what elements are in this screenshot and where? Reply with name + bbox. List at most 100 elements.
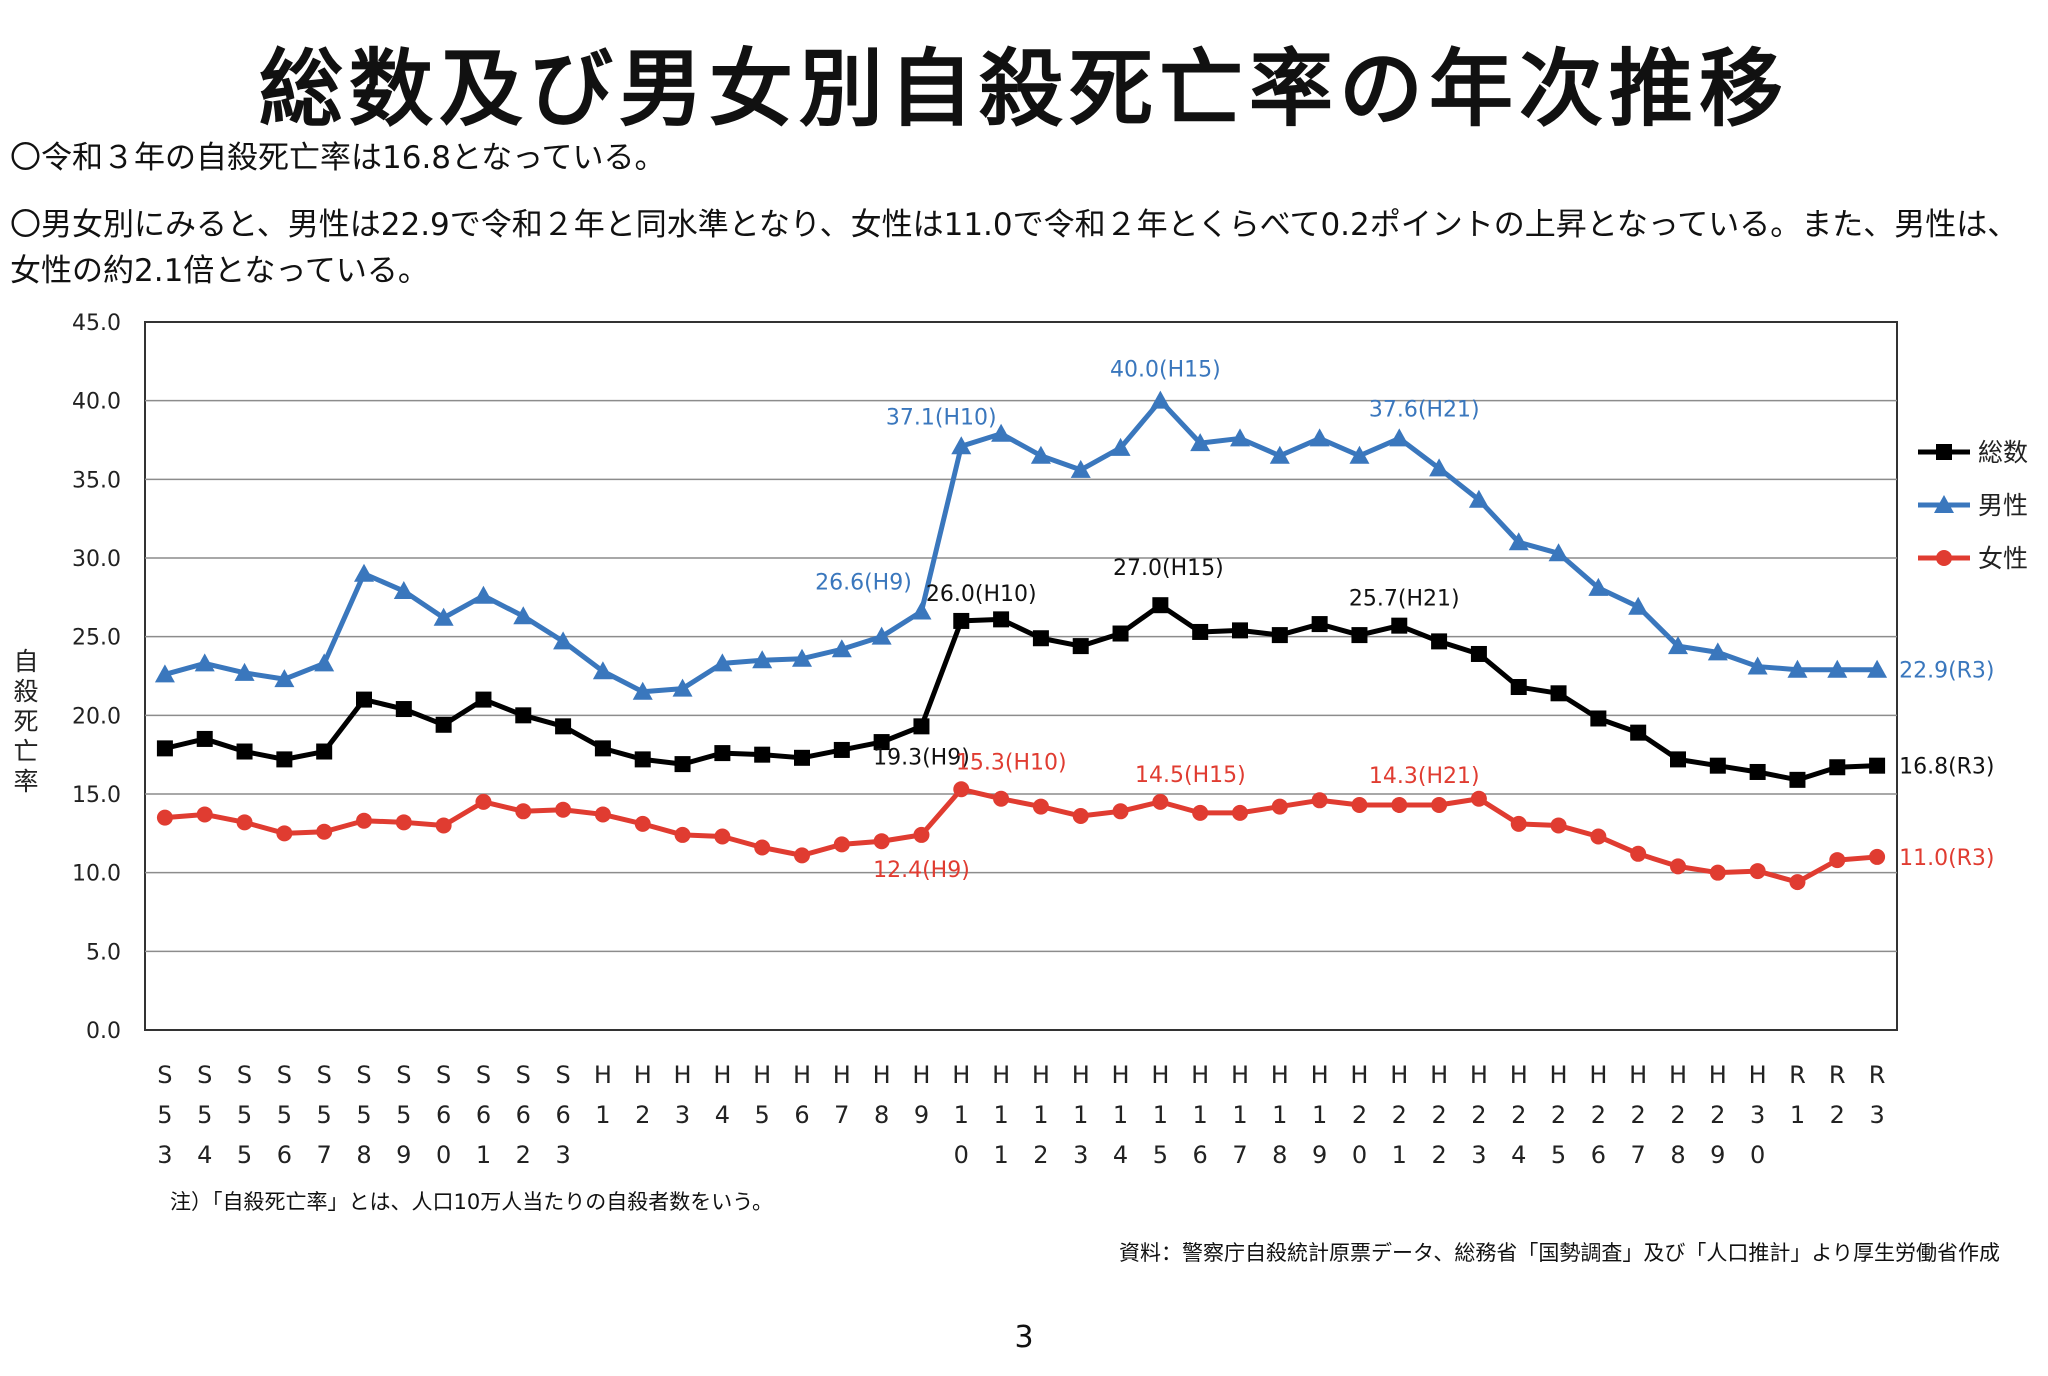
data-point bbox=[1152, 793, 1169, 810]
x-tick-label: H bbox=[793, 1061, 811, 1089]
x-tick-label: 8 bbox=[874, 1101, 889, 1129]
x-tick-label: 3 bbox=[675, 1101, 690, 1129]
x-tick-label: 1 bbox=[1790, 1101, 1805, 1129]
data-point bbox=[674, 826, 691, 843]
data-point bbox=[1829, 759, 1846, 776]
x-tick-label: 9 bbox=[396, 1141, 411, 1169]
data-point bbox=[276, 751, 293, 768]
data-point bbox=[831, 639, 852, 658]
data-point bbox=[1190, 433, 1211, 452]
x-tick-label: 4 bbox=[1113, 1141, 1128, 1169]
data-point bbox=[594, 806, 611, 823]
x-tick-label: H bbox=[1430, 1061, 1448, 1089]
data-point bbox=[395, 814, 412, 831]
x-tick-label: H bbox=[1271, 1061, 1289, 1089]
x-tick-label: 2 bbox=[1471, 1101, 1486, 1129]
y-axis-label-char: 亡 bbox=[13, 737, 38, 766]
x-tick-label: 2 bbox=[1670, 1101, 1685, 1129]
data-point bbox=[1470, 645, 1487, 662]
data-point bbox=[393, 581, 414, 600]
data-label: 12.4(H9) bbox=[873, 858, 970, 883]
x-tick-label: H bbox=[1350, 1061, 1368, 1089]
suicide-rate-line-chart: 0.0 5.0 10.0 15.0 20.0 25.0 30.0 35.0 40.0 45.0 自殺… bbox=[13, 311, 2028, 1169]
data-point bbox=[754, 839, 771, 856]
plot-area bbox=[144, 321, 1898, 1031]
x-tick-label: 2 bbox=[1392, 1101, 1407, 1129]
x-tick-label: 1 bbox=[1113, 1101, 1128, 1129]
x-tick-label: H bbox=[753, 1061, 771, 1089]
data-point bbox=[473, 585, 494, 604]
x-tick-label: H bbox=[713, 1061, 731, 1089]
x-tick-label: 3 bbox=[555, 1141, 570, 1169]
data-point bbox=[873, 734, 890, 751]
x-tick-label: 1 bbox=[1073, 1101, 1088, 1129]
data-point bbox=[1429, 458, 1450, 477]
x-tick-label: 3 bbox=[1073, 1141, 1088, 1169]
data-point bbox=[354, 563, 374, 582]
data-point bbox=[953, 612, 970, 629]
x-tick-label: 3 bbox=[1471, 1141, 1486, 1169]
data-point bbox=[435, 716, 452, 733]
x-tick-label: 6 bbox=[555, 1101, 570, 1129]
data-label: 27.0(H15) bbox=[1113, 556, 1224, 581]
data-point bbox=[1470, 790, 1487, 807]
data-point bbox=[1391, 617, 1408, 634]
data-point bbox=[1628, 596, 1649, 615]
data-point bbox=[156, 809, 173, 826]
data-point bbox=[1112, 803, 1129, 820]
data-point bbox=[1110, 437, 1131, 456]
data-point bbox=[1670, 858, 1686, 875]
x-tick-label: 7 bbox=[317, 1141, 332, 1169]
x-tick-label: H bbox=[1709, 1061, 1727, 1089]
data-point bbox=[475, 793, 492, 810]
chart-source: 資料：警察庁自殺統計原票データ、総務省「国勢調査」及び「人口推計」より厚生労働省… bbox=[1119, 1241, 2000, 1265]
data-point bbox=[913, 718, 930, 735]
x-tick-label: H bbox=[1470, 1061, 1488, 1089]
y-axis-label-char: 率 bbox=[13, 767, 38, 796]
x-tick-label: 2 bbox=[1033, 1141, 1048, 1169]
data-point bbox=[1590, 710, 1607, 727]
data-point bbox=[634, 751, 651, 768]
x-tick-label: H bbox=[952, 1061, 970, 1089]
data-point bbox=[513, 606, 534, 625]
x-tick-label: S bbox=[436, 1061, 451, 1089]
x-tick-label: 9 bbox=[914, 1101, 929, 1129]
x-tick-label: 2 bbox=[516, 1141, 531, 1169]
x-tick-label: H bbox=[634, 1061, 652, 1089]
x-tick-label: 8 bbox=[1272, 1141, 1287, 1169]
data-point bbox=[1747, 656, 1768, 675]
data-point bbox=[1311, 616, 1328, 633]
x-tick-label: S bbox=[317, 1061, 332, 1089]
legend-marker bbox=[1934, 495, 1954, 513]
data-point bbox=[196, 806, 213, 823]
data-point bbox=[911, 601, 932, 620]
data-point bbox=[1829, 852, 1846, 869]
data-label: 25.7(H21) bbox=[1349, 587, 1460, 612]
x-tick-label: 1 bbox=[1272, 1101, 1287, 1129]
x-tick-label: H bbox=[1390, 1061, 1408, 1089]
data-point bbox=[1032, 630, 1049, 647]
x-tick-label: S bbox=[555, 1061, 570, 1089]
x-tick-label: 3 bbox=[157, 1141, 172, 1169]
x-tick-label: 1 bbox=[1033, 1101, 1048, 1129]
data-point bbox=[1192, 623, 1209, 640]
data-point bbox=[1630, 845, 1647, 862]
data-point bbox=[1309, 428, 1330, 447]
data-point bbox=[752, 650, 773, 669]
legend-label: 総数 bbox=[1978, 438, 2028, 467]
x-tick-label: 8 bbox=[1670, 1141, 1685, 1169]
data-point bbox=[1789, 874, 1806, 891]
x-tick-label: 6 bbox=[1591, 1141, 1606, 1169]
x-tick-label: H bbox=[1032, 1061, 1050, 1089]
data-point bbox=[951, 436, 972, 455]
data-label: 37.1(H10) bbox=[886, 405, 997, 430]
x-tick-label: S bbox=[396, 1061, 411, 1089]
y-tick-label: 5.0 bbox=[86, 940, 121, 965]
x-tick-label: S bbox=[197, 1061, 212, 1089]
data-label: 22.9(R3) bbox=[1899, 659, 1994, 684]
x-tick-label: 7 bbox=[834, 1101, 849, 1129]
legend-marker bbox=[1936, 550, 1952, 566]
x-tick-label: H bbox=[1629, 1061, 1647, 1089]
x-tick-label: 4 bbox=[197, 1141, 212, 1169]
data-label: 14.5(H15) bbox=[1135, 763, 1246, 788]
